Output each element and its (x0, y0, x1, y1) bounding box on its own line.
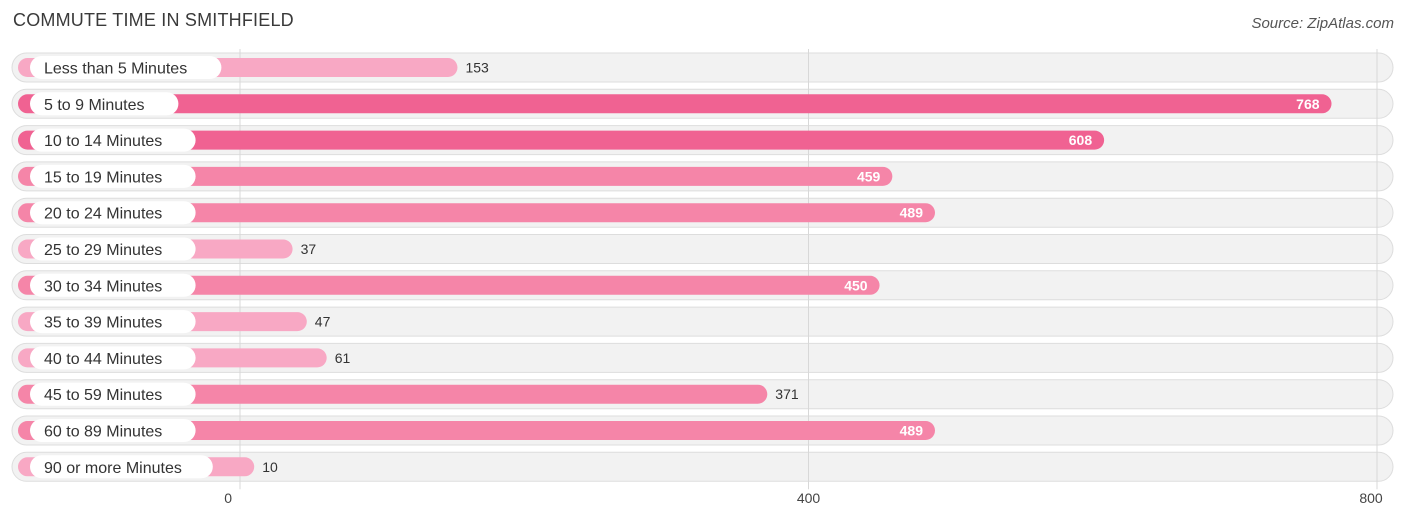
category-pill (30, 382, 196, 406)
category-label: 35 to 39 Minutes (44, 315, 162, 332)
category-pill (30, 201, 196, 225)
value-label: 10 (262, 459, 278, 475)
category-label: 90 or more Minutes (44, 460, 182, 477)
bar (18, 130, 1105, 150)
category-label: 60 to 89 Minutes (44, 424, 162, 441)
bar (18, 203, 935, 223)
category-pill (30, 92, 179, 116)
value-label: 768 (1296, 96, 1320, 112)
category-label: Less than 5 Minutes (44, 61, 187, 78)
category-pill (30, 310, 196, 334)
value-label: 489 (900, 423, 924, 439)
category-pill (30, 346, 196, 370)
category-label: 20 to 24 Minutes (44, 206, 162, 223)
row-track (11, 342, 1394, 373)
category-pill (30, 455, 213, 479)
value-label: 489 (900, 205, 924, 221)
value-label: 608 (1069, 132, 1093, 148)
bar (18, 421, 935, 440)
x-tick-label: 800 (1359, 490, 1383, 506)
category-pill (30, 419, 196, 442)
bar (18, 384, 768, 404)
bar (18, 166, 893, 186)
value-label: 450 (844, 277, 868, 293)
value-label: 459 (857, 168, 881, 184)
category-label: 30 to 34 Minutes (44, 278, 162, 295)
chart-title: COMMUTE TIME IN SMITHFIELD (13, 10, 294, 30)
x-tick-label: 400 (797, 490, 821, 506)
category-label: 40 to 44 Minutes (44, 351, 162, 368)
value-label: 37 (301, 241, 317, 257)
category-pill (30, 164, 196, 188)
category-label: 5 to 9 Minutes (44, 97, 145, 114)
row-track (11, 234, 1394, 264)
category-label: 15 to 19 Minutes (44, 169, 162, 186)
category-label: 25 to 29 Minutes (44, 242, 162, 259)
category-pill (30, 237, 196, 261)
source-credit: Source: ZipAtlas.com (1251, 15, 1394, 32)
value-label: 61 (335, 350, 351, 366)
x-tick-label: 0 (224, 490, 232, 506)
bar (18, 275, 880, 295)
category-pill (30, 56, 222, 79)
value-label: 371 (775, 386, 799, 402)
category-label: 10 to 14 Minutes (44, 133, 162, 150)
category-label: 45 to 59 Minutes (44, 387, 162, 404)
value-label: 153 (465, 60, 489, 76)
category-pill (30, 273, 196, 297)
value-label: 47 (315, 314, 331, 330)
row-track (11, 451, 1394, 482)
category-pill (30, 128, 196, 152)
row-track (11, 306, 1394, 337)
bar (18, 94, 1332, 114)
